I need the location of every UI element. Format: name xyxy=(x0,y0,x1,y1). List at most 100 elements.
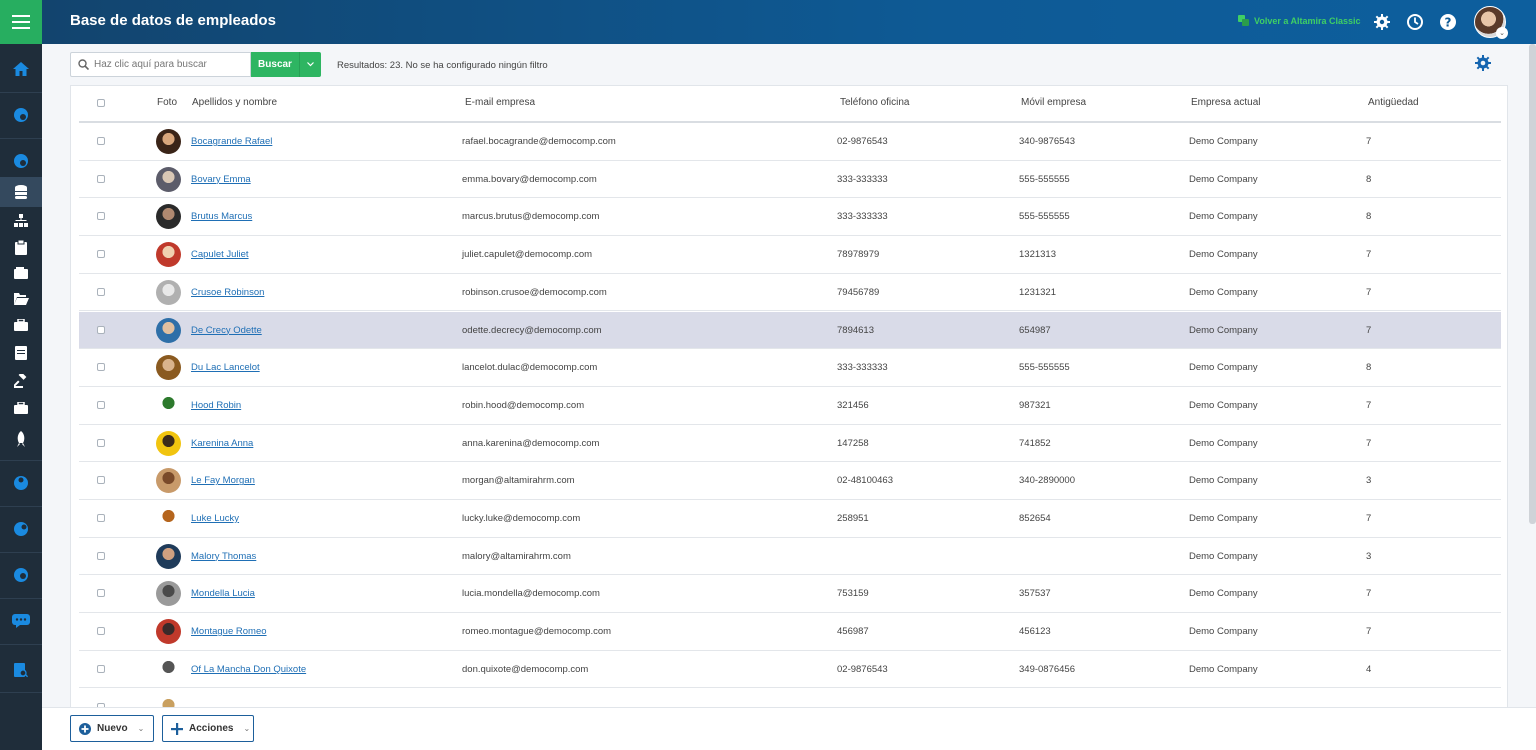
sidebar-item-database[interactable] xyxy=(0,177,42,207)
help-icon[interactable]: ? xyxy=(1439,13,1457,31)
search-button[interactable]: Buscar xyxy=(251,52,299,77)
row-checkbox[interactable] xyxy=(97,363,105,372)
table-row[interactable]: Of La Mancha Don Quixote don.quixote@demo… xyxy=(79,651,1501,689)
column-header-photo[interactable]: Foto xyxy=(157,97,178,108)
row-checkbox[interactable] xyxy=(97,212,105,221)
table-row[interactable]: Malory Thomas malory@altamirahrm.com Demo … xyxy=(79,538,1501,576)
column-header-company[interactable]: Empresa actual xyxy=(1191,97,1261,108)
new-button[interactable]: Nuevo ⌄ xyxy=(70,715,154,742)
sidebar-item-module-5[interactable] xyxy=(0,560,42,590)
table-row[interactable]: Luke Lucky lucky.luke@democomp.com 258951 8… xyxy=(79,500,1501,538)
employee-name-link[interactable]: Mondella Lucia xyxy=(191,588,255,600)
employee-name-link[interactable]: De Crecy Odette xyxy=(191,324,262,336)
employee-name-link[interactable]: Bocagrande Rafael xyxy=(191,136,273,147)
sidebar-item-module-1[interactable] xyxy=(0,100,42,130)
sidebar-item-folder[interactable] xyxy=(0,284,42,314)
employee-photo xyxy=(156,279,181,305)
row-checkbox[interactable] xyxy=(97,325,105,334)
sidebar-item-document[interactable] xyxy=(0,338,42,368)
search-options-button[interactable] xyxy=(299,52,321,77)
table-row[interactable]: Le Fay Morgan morgan@altamirahrm.com 02-48… xyxy=(79,462,1501,500)
table-row[interactable]: Brutus Marcus marcus.brutus@democomp.com 3… xyxy=(79,198,1501,237)
employee-name-link[interactable]: Crusoe Robinson xyxy=(191,286,265,298)
employee-name-link[interactable]: Of La Mancha Don Quixote xyxy=(191,663,307,675)
employee-name-link[interactable]: Malory Thomas xyxy=(191,550,257,562)
sidebar-item-module-3[interactable] xyxy=(0,468,42,498)
mobile-cell: 357537 xyxy=(1019,588,1051,600)
employee-name-link[interactable]: Bovary Emma xyxy=(191,173,251,185)
table-row[interactable]: Bovary Emma emma.bovary@democomp.com 333-3… xyxy=(79,161,1501,199)
sidebar-item-module-2[interactable] xyxy=(0,146,42,176)
employee-name-link[interactable]: Karenina Anna xyxy=(191,437,254,449)
sidebar-item-report[interactable] xyxy=(0,655,42,685)
row-checkbox[interactable] xyxy=(97,664,105,673)
menu-toggle-button[interactable] xyxy=(0,0,42,44)
sidebar-item-briefcase-1[interactable] xyxy=(0,310,42,340)
row-checkbox[interactable] xyxy=(97,627,105,636)
sidebar-item-clipboard[interactable] xyxy=(0,232,42,262)
row-checkbox[interactable] xyxy=(97,250,105,259)
chevron-down-icon: ⌄ xyxy=(243,724,251,733)
select-all-checkbox[interactable] xyxy=(97,99,105,107)
employee-name-link[interactable]: Capulet Juliet xyxy=(191,249,249,261)
sidebar-item-module-4[interactable] xyxy=(0,514,42,544)
column-header-seniority[interactable]: Antigüedad xyxy=(1368,97,1419,108)
table-row[interactable]: Montague Romeo romeo.montague@democomp.co… xyxy=(79,613,1501,651)
column-header-office-phone[interactable]: Teléfono oficina xyxy=(840,97,910,108)
employee-photo xyxy=(156,543,181,569)
chevron-down-icon: ⌄ xyxy=(137,724,145,733)
clock-icon[interactable] xyxy=(1406,13,1424,31)
email-cell: romeo.montague@democomp.com xyxy=(462,626,612,638)
table-row[interactable]: De Crecy Odette odette.decrecy@democomp.c… xyxy=(79,311,1501,350)
chevron-down-icon[interactable]: ⌄ xyxy=(1496,27,1508,39)
sidebar-item-briefcase-2[interactable] xyxy=(0,393,42,423)
svg-text:?: ? xyxy=(1445,16,1452,30)
employee-name-link[interactable]: Hood Robin xyxy=(191,399,242,411)
table-row[interactable]: Mondella Lucia lucia.mondella@democomp.co… xyxy=(79,575,1501,614)
table-row[interactable]: Bocagrande Rafael rafael.bocagrande@democ… xyxy=(79,123,1501,161)
classic-link[interactable]: Volver a Altamira Classic xyxy=(1238,15,1361,26)
column-header-mobile[interactable]: Móvil empresa xyxy=(1021,97,1087,108)
company-cell: Demo Company xyxy=(1189,475,1258,487)
employee-name-link[interactable]: Luke Lucky xyxy=(191,513,240,524)
chat-icon xyxy=(12,614,30,628)
search-input[interactable] xyxy=(94,59,244,70)
gear-icon[interactable] xyxy=(1373,13,1391,31)
mobile-cell: 852654 xyxy=(1019,513,1051,524)
table-settings-gear-icon[interactable] xyxy=(1474,54,1492,72)
employee-name-link[interactable]: Le Fay Morgan xyxy=(191,475,255,487)
employee-name-link[interactable]: Brutus Marcus xyxy=(191,211,253,223)
sidebar-item-rocket[interactable] xyxy=(0,424,42,454)
row-checkbox[interactable] xyxy=(97,476,105,485)
table-row[interactable]: Capulet Juliet juliet.capulet@democomp.co… xyxy=(79,236,1501,274)
row-checkbox[interactable] xyxy=(97,551,105,560)
table-row[interactable] xyxy=(79,689,1501,707)
sidebar-item-wallet[interactable] xyxy=(0,258,42,288)
column-header-email[interactable]: E-mail empresa xyxy=(465,97,536,108)
column-header-name[interactable]: Apellidos y nombre xyxy=(192,97,278,108)
row-checkbox[interactable] xyxy=(97,174,105,183)
row-checkbox[interactable] xyxy=(97,287,105,296)
row-checkbox[interactable] xyxy=(97,438,105,447)
search-box[interactable] xyxy=(70,52,251,77)
table-row[interactable]: Karenina Anna anna.karenina@democomp.com 1… xyxy=(79,425,1501,463)
row-checkbox[interactable] xyxy=(97,702,105,707)
table-row[interactable]: Crusoe Robinson robinson.crusoe@democomp.… xyxy=(79,274,1501,312)
row-checkbox[interactable] xyxy=(97,514,105,522)
gavel-icon xyxy=(14,374,27,388)
office-phone-cell: 02-9876543 xyxy=(837,663,888,675)
company-cell: Demo Company xyxy=(1189,399,1258,411)
table-row[interactable]: Du Lac Lancelot lancelot.dulac@democomp.c… xyxy=(79,349,1501,387)
actions-button[interactable]: Acciones ⌄ xyxy=(162,715,254,742)
sidebar-item-home[interactable] xyxy=(0,54,42,84)
employee-name-link[interactable]: Du Lac Lancelot xyxy=(191,362,260,374)
vertical-scrollbar[interactable] xyxy=(1529,44,1536,524)
row-checkbox[interactable] xyxy=(97,589,105,598)
sidebar-item-gavel[interactable] xyxy=(0,366,42,396)
row-checkbox[interactable] xyxy=(97,137,105,145)
sidebar-item-chat[interactable] xyxy=(0,606,42,636)
row-checkbox[interactable] xyxy=(97,400,105,409)
sidebar-item-org-chart[interactable] xyxy=(0,206,42,236)
table-row[interactable]: Hood Robin robin.hood@democomp.com 321456 9… xyxy=(79,387,1501,425)
employee-name-link[interactable]: Montague Romeo xyxy=(191,626,267,638)
